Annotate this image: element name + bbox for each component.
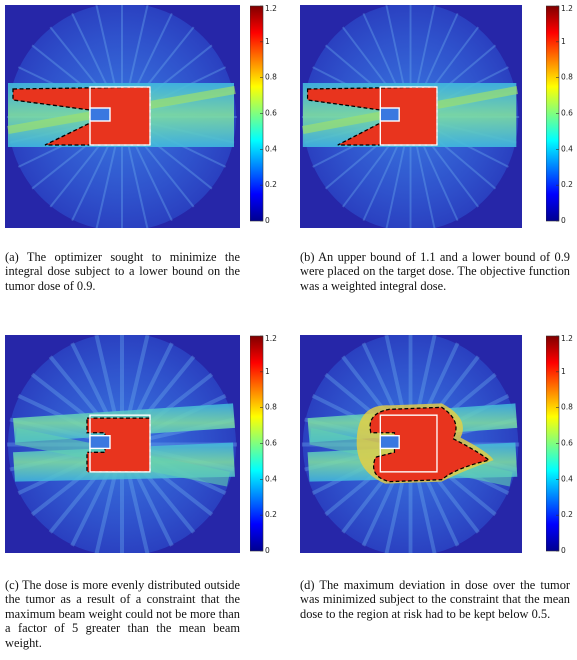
caption: (b) An upper bound of 1.1 and a lower bo…: [300, 250, 570, 293]
caption-text: An upper bound of 1.1 and a lower bound …: [300, 250, 570, 293]
dose-map: [300, 5, 522, 228]
caption: (c) The dose is more evenly distributed …: [5, 578, 240, 650]
caption-label: (a): [5, 250, 19, 264]
colorbar-tick-label: 0: [265, 546, 270, 555]
colorbar-tick-label: 0.8: [561, 73, 573, 82]
colorbar-tick-label: 0.6: [561, 439, 573, 448]
colorbar-tick-label: 1: [265, 367, 270, 376]
dose-image: [300, 5, 522, 228]
colorbar: 0 0.2 0.4 0.6 0.8 1 1.2: [546, 335, 573, 555]
dose-map: [300, 335, 522, 553]
colorbar-tick-label: 1.2: [265, 335, 277, 343]
colorbar-tick-label: 0.6: [265, 439, 277, 448]
colorbar-tick-label: 0.8: [265, 403, 277, 412]
caption-label: (c): [5, 578, 19, 592]
dose-image: [5, 5, 240, 228]
colorbar-tick-label: 0.4: [561, 144, 573, 153]
colorbar-tick-label: 0.4: [265, 474, 277, 483]
colorbar: 0 0.2 0.4 0.6 0.8 1 1.2: [546, 5, 573, 225]
risk-region: [89, 107, 111, 122]
colorbar-tick-label: 1: [561, 367, 566, 376]
risk-region: [89, 435, 111, 450]
colorbar: 0 0.2 0.4 0.6 0.8 1 1.2: [250, 335, 277, 555]
caption: (a) The optimizer sought to minimize the…: [5, 250, 240, 293]
colorbar-tick-label: 1.2: [265, 5, 277, 13]
colorbar-tick-label: 0: [561, 216, 566, 225]
caption-text: The dose is more evenly distributed outs…: [5, 578, 241, 650]
colorbar-tick-label: 0.8: [265, 73, 277, 82]
colorbar-tick-label: 0.2: [265, 510, 277, 519]
colorbar-tick-label: 0.4: [561, 474, 573, 483]
colorbar-tick-label: 1.2: [561, 335, 573, 343]
caption-label: (b): [300, 250, 315, 264]
risk-region: [379, 435, 400, 450]
colorbar: 0 0.2 0.4 0.6 0.8 1 1.2: [250, 5, 277, 225]
caption-text: The optimizer sought to minimize the int…: [5, 250, 240, 293]
colorbar-tick-label: 0: [561, 546, 566, 555]
colorbar-tick-label: 0.6: [561, 109, 573, 118]
colorbar-tick-label: 0.6: [265, 109, 277, 118]
colorbar-tick-label: 0.2: [265, 180, 277, 189]
caption-text: The maximum deviation in dose over the t…: [300, 578, 571, 621]
colorbar-tick-label: 1.2: [561, 5, 573, 13]
colorbar-tick-label: 1: [265, 37, 270, 46]
colorbar-tick-label: 1: [561, 37, 566, 46]
dose-image: [5, 335, 240, 553]
tumor-dose: [369, 406, 491, 483]
dose-map: [5, 5, 240, 228]
caption: (d) The maximum deviation in dose over t…: [300, 578, 570, 621]
colorbar-tick-label: 0.2: [561, 180, 573, 189]
risk-region: [379, 107, 400, 122]
colorbar-tick-label: 0.2: [561, 510, 573, 519]
colorbar-tick-label: 0: [265, 216, 270, 225]
dose-image: [300, 335, 522, 553]
colorbar-tick-label: 0.8: [561, 403, 573, 412]
colorbar-tick-label: 0.4: [265, 144, 277, 153]
dose-map: [5, 335, 240, 553]
caption-label: (d): [300, 578, 315, 592]
